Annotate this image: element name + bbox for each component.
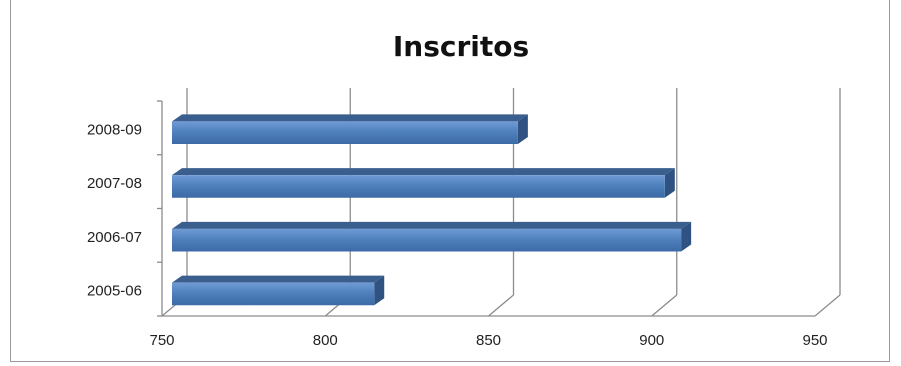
x-tick-label: 900 [639,332,664,349]
x-tick-label: 850 [476,332,501,349]
bar-top-face [172,168,675,176]
bar-side-face [517,114,528,144]
bar-top-face [172,275,385,283]
y-tick-label: 2007-08 [87,175,142,192]
y-tick-label: 2006-07 [87,229,142,246]
chart-title: Inscritos [393,30,529,63]
floor-gridline [651,294,678,317]
floor-gridline [814,294,841,317]
bar-front-face [172,121,518,144]
bar [172,114,528,144]
x-tick-label: 800 [313,332,338,349]
bar [172,275,385,306]
floor-gridline [488,294,514,317]
x-tick-label: 950 [802,332,827,349]
tick-labels: 2005-06 2006-07 2007-08 2008-09 750 800 850 900… [87,121,828,349]
bar-side-face [664,168,675,198]
bar-top-face [172,221,692,229]
bar-side-face [681,221,692,252]
bar [172,221,692,252]
bar-side-face [374,275,385,306]
bar-front-face [172,282,375,306]
bar-front-face [172,228,682,252]
bar-top-face [172,114,528,122]
bar-front-face [172,175,665,198]
bar [172,168,675,198]
bars [172,114,692,306]
y-tick-label: 2008-09 [87,121,142,138]
x-tick-label: 750 [149,332,174,349]
y-tick-label: 2005-06 [87,283,142,300]
